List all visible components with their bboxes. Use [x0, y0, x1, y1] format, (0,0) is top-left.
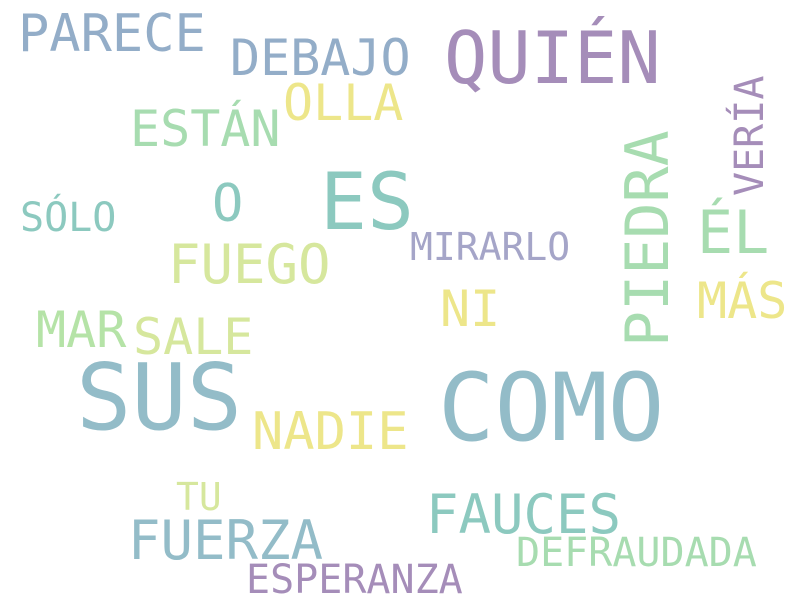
- word-fauces: FAUCES: [426, 483, 622, 546]
- word-esperanza: ESPERANZA: [246, 557, 463, 603]
- word-o: O: [212, 174, 244, 234]
- word-solo: SÓLO: [20, 195, 117, 241]
- word-sus: SUS: [76, 344, 243, 451]
- word-olla: OLLA: [283, 74, 404, 132]
- word-tu: TU: [176, 475, 222, 519]
- word-como: COMO: [438, 354, 665, 463]
- word-el: ÉL: [697, 198, 770, 268]
- word-debajo: DEBAJO: [230, 29, 411, 87]
- word-mirarlo: MIRARLO: [410, 225, 571, 269]
- word-estan: ESTÁN: [130, 100, 281, 158]
- word-piedra: PIEDRA: [613, 130, 683, 347]
- word-fuerza: FUERZA: [128, 509, 324, 572]
- word-sale: SALE: [133, 308, 254, 366]
- word-fuego: FUEGO: [168, 233, 331, 296]
- word-mas: MÁS: [697, 272, 788, 330]
- word-nadie: NADIE: [252, 402, 409, 462]
- word-defraudada: DEFRAUDADA: [516, 530, 757, 576]
- word-mar: MAR: [36, 301, 127, 359]
- word-veria: VERÍA: [727, 75, 773, 196]
- word-es: ES: [320, 158, 414, 248]
- word-quien: QUIÉN: [444, 16, 661, 100]
- word-parece: PARECE: [18, 4, 206, 64]
- word-ni: NI: [440, 280, 501, 338]
